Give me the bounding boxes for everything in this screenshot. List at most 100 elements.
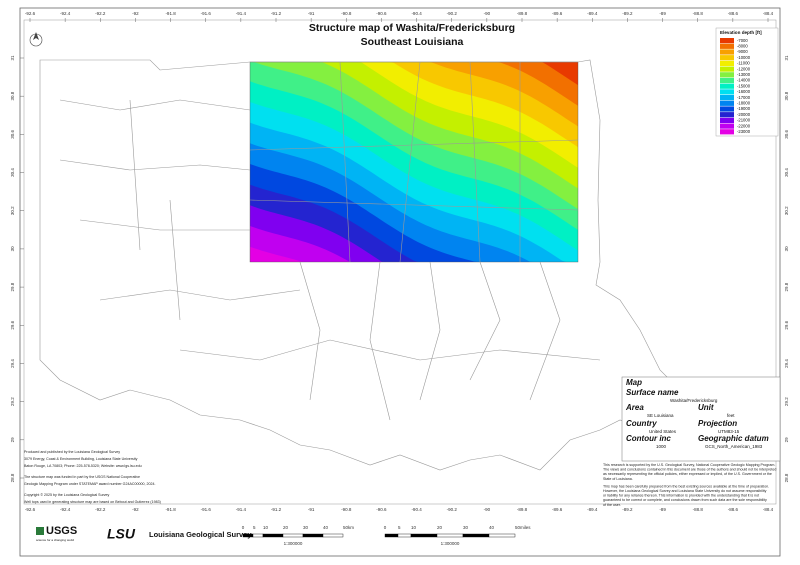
scale-segment <box>322 533 344 538</box>
legend-label: -18000 <box>737 101 751 106</box>
lon-tick-label: -91 <box>308 11 315 16</box>
lon-tick-label: -89.8 <box>517 11 528 16</box>
legend-label: -20000 <box>737 112 751 117</box>
info-label: Contour inc <box>626 434 671 443</box>
legend-swatch <box>720 72 734 78</box>
lat-tick-label: 29.2 <box>784 397 789 406</box>
map-subtitle: Southeast Louisiana <box>361 36 464 48</box>
legend-label: -11000 <box>737 61 750 66</box>
lat-tick-label: 31 <box>10 55 15 61</box>
info-value: GCS_North_American_1983 <box>705 444 763 449</box>
lon-tick-label: -92.6 <box>25 11 36 16</box>
legend-label: -13000 <box>737 72 751 77</box>
legend-label: -16000 <box>737 89 751 94</box>
info-box: Map Surface name Washita/Fredericksburg … <box>621 376 781 462</box>
scale-label: 30 <box>463 525 469 530</box>
lon-tick-label: -90.6 <box>376 507 387 512</box>
legend-swatch <box>720 83 734 89</box>
credit-line: Produced and published by the Louisiana … <box>24 450 120 454</box>
lat-tick-label: 31 <box>784 55 789 61</box>
lon-tick-label: -90.2 <box>447 507 458 512</box>
legend-label: -17000 <box>737 95 751 100</box>
credit-line: Well tops used in generating structure m… <box>24 500 161 504</box>
info-value: UTM83-15 <box>718 429 740 434</box>
scale-label: 0 <box>242 525 245 530</box>
credit-line: 3079 Energy, Coast & Environment Buildin… <box>24 457 138 461</box>
lon-tick-label: -92.6 <box>25 507 36 512</box>
lat-tick-label: 30.4 <box>784 168 789 177</box>
credit-line: Geologic Mapping Program under STATEMAP … <box>24 482 155 486</box>
scale-label: 30 <box>303 525 309 530</box>
legend-label: -8000 <box>737 44 748 49</box>
usgs-logo: USGS <box>46 525 77 537</box>
disclaimer-line: This map has been carefully prepared fro… <box>603 484 769 488</box>
scale-segment <box>410 533 438 538</box>
lsu-logo: LSU <box>107 526 136 542</box>
info-value: Washita/Fredericksburg <box>670 398 718 403</box>
info-label: Unit <box>698 403 714 412</box>
lat-tick-label: 29.6 <box>784 320 789 329</box>
scale-segment <box>282 533 304 538</box>
scale-label: 5 <box>398 525 401 530</box>
lat-tick-label: 29.8 <box>10 282 15 291</box>
disclaimer-line: However, the Louisiana Geological Survey… <box>603 489 767 493</box>
disclaimer-line: This research is supported by the U.S. G… <box>603 463 775 467</box>
lon-tick-label: -92 <box>132 11 139 16</box>
disclaimer-line: guaranteed to be correct or complete, an… <box>603 498 767 502</box>
lat-tick-label: 30.2 <box>10 206 15 215</box>
scale-label: 0 <box>384 525 387 530</box>
legend-label: -15000 <box>737 83 751 88</box>
legend-label: -14000 <box>737 78 751 83</box>
legend-swatch <box>720 77 734 84</box>
scale-label: 50km <box>343 525 354 530</box>
lon-tick-label: -88.8 <box>693 507 704 512</box>
scale-segment <box>242 533 254 538</box>
legend-swatch <box>720 95 734 101</box>
lat-tick-label: 28.8 <box>784 473 789 482</box>
north-arrow <box>29 32 43 47</box>
info-value: United States <box>649 429 677 434</box>
lon-tick-label: -89.4 <box>587 11 598 16</box>
lon-tick-label: -91.2 <box>271 507 282 512</box>
legend-swatch <box>720 55 734 61</box>
usgs-tagline: science for a changing world <box>36 538 74 542</box>
lon-tick-label: -90.4 <box>411 507 422 512</box>
scale-label: 20 <box>437 525 443 530</box>
legend-swatch <box>720 100 734 106</box>
info-heading: Map <box>626 378 642 387</box>
lon-tick-label: -92.4 <box>60 11 71 16</box>
raster-band <box>250 62 578 127</box>
scale-segment <box>436 533 464 538</box>
scale-label: 5 <box>253 525 256 530</box>
lon-tick-label: -91.4 <box>236 11 247 16</box>
lat-tick-label: 30 <box>784 246 789 252</box>
lon-tick-label: -91 <box>308 507 315 512</box>
lon-tick-label: -92.4 <box>60 507 71 512</box>
info-value: 1000 <box>656 444 667 449</box>
lon-tick-label: -89 <box>659 11 666 16</box>
scale-segment <box>252 533 264 538</box>
legend-swatch <box>720 66 734 72</box>
lon-tick-label: -88.8 <box>693 11 704 16</box>
info-label: Area <box>625 403 644 412</box>
lon-tick-label: -90.2 <box>447 11 458 16</box>
lon-tick-label: -89.2 <box>622 507 633 512</box>
legend-title: Elevation depth [ft] <box>720 30 762 35</box>
lat-tick-label: 30.4 <box>10 168 15 177</box>
lon-tick-label: -90.6 <box>376 11 387 16</box>
disclaimer-line: as necessarily representing the official… <box>603 472 772 476</box>
lgs-name: Louisiana Geological Survey <box>149 530 252 539</box>
lat-tick-label: 29.4 <box>784 359 789 368</box>
lon-tick-label: -89.2 <box>622 11 633 16</box>
surface-raster <box>249 61 579 263</box>
legend-label: -23000 <box>737 129 751 134</box>
lon-tick-label: -90.8 <box>341 11 352 16</box>
credit-line: Baton Rouge, LA 70803; Phone: 225-578-53… <box>24 464 142 468</box>
lat-tick-label: 29.4 <box>10 359 15 368</box>
legend-swatch <box>720 112 734 118</box>
disclaimer-line: or liability for any reliance thereon. T… <box>603 494 759 498</box>
lon-tick-label: -90 <box>484 507 491 512</box>
lat-tick-label: 29 <box>10 437 15 443</box>
lat-tick-label: 29 <box>784 437 789 443</box>
raster-band <box>250 62 578 148</box>
